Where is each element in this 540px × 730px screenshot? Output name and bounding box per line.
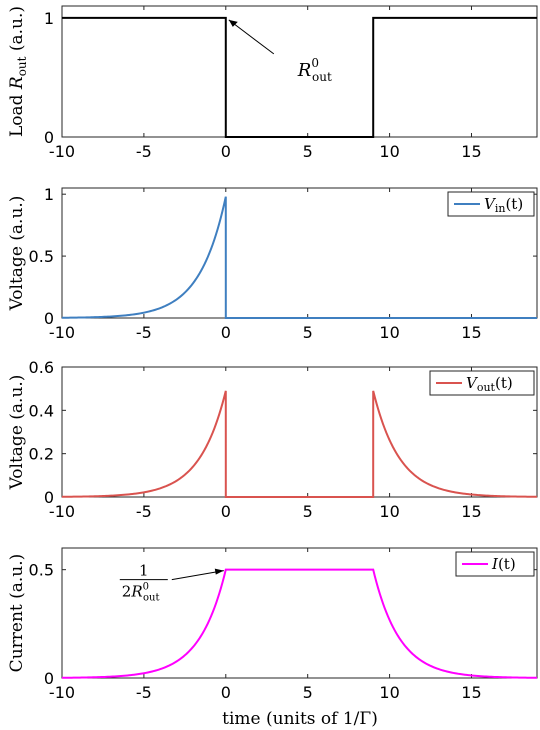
x-tick-label: -10 [49, 323, 75, 342]
x-tick-label: 0 [221, 323, 231, 342]
panel-vin: -10 -5 0 5 10 15 0 0.5 1 Voltage (a.u.) Vin(t) [7, 185, 538, 342]
x-tick-label: 15 [461, 683, 481, 702]
y-tick-label: 1 [44, 185, 54, 204]
x-tick-label: 10 [379, 323, 399, 342]
legend-label: Vin(t) [484, 195, 523, 215]
annotation-arrowhead [228, 19, 238, 27]
y-tick-label: 0.2 [29, 445, 54, 464]
x-tick-label: 5 [303, 323, 313, 342]
x-tick-label: 0 [221, 683, 231, 702]
panel-load: -10 -5 0 5 10 15 0 1 Load Rout (a.u.) R0 out [7, 5, 538, 161]
x-tick-label: 10 [379, 502, 399, 521]
annotation-arrow [228, 19, 275, 55]
x-axis-label: time (units of 1/Γ) [222, 709, 378, 729]
x-tick-label: -10 [49, 683, 75, 702]
y-tick-label: 0.5 [29, 561, 54, 580]
x-tick-label: 15 [461, 142, 481, 161]
x-tick-label: 15 [461, 323, 481, 342]
x-tick-label: -10 [49, 142, 75, 161]
x-tick-label: 5 [303, 683, 313, 702]
series-line-vout [62, 390, 537, 498]
y-tick-label: 0 [44, 128, 54, 147]
y-tick-label: 0.6 [29, 358, 54, 377]
y-tick-label: 0.4 [29, 401, 54, 420]
x-tick-label: 10 [379, 142, 399, 161]
x-tick-label: -5 [136, 683, 152, 702]
x-tick-label: -5 [136, 502, 152, 521]
y-tick-label: 1 [44, 9, 54, 28]
series-line-vin [62, 196, 537, 319]
annotation-numerator: 1 [139, 562, 149, 580]
annotation-arrow [171, 570, 224, 581]
y-axis-label: Current (a.u.) [7, 554, 27, 673]
x-tick-label: 5 [303, 502, 313, 521]
x-tick-label: -10 [49, 502, 75, 521]
y-tick-label: 0 [44, 488, 54, 507]
x-tick-label: -5 [136, 323, 152, 342]
annotation-arrowhead [214, 568, 224, 575]
x-tick-label: -5 [136, 142, 152, 161]
x-tick-label: 5 [303, 142, 313, 161]
y-axis-label: Voltage (a.u.) [7, 375, 27, 491]
legend-vout: Vout(t) [429, 370, 535, 396]
x-tick-label: 0 [221, 502, 231, 521]
y-tick-label: 0.5 [29, 247, 54, 266]
legend-current: I(t) [455, 551, 535, 577]
y-axis-label: Load Rout (a.u.) [7, 6, 29, 137]
annotation-denominator: 2R0 out [122, 582, 160, 604]
series-line-load [62, 16, 537, 138]
x-tick-label: 0 [221, 142, 231, 161]
legend-vin: Vin(t) [447, 191, 535, 217]
x-tick-label: 10 [379, 683, 399, 702]
legend-label: I(t) [491, 555, 516, 573]
legend-label: Vout(t) [466, 374, 513, 394]
y-tick-label: 0 [44, 669, 54, 688]
axes-box [61, 547, 538, 679]
series-line-current [62, 568, 537, 679]
x-tick-label: 15 [461, 502, 481, 521]
y-tick-label: 0 [44, 309, 54, 328]
annotation-label: R0 out [297, 56, 332, 84]
y-axis-label: Voltage (a.u.) [7, 196, 27, 312]
